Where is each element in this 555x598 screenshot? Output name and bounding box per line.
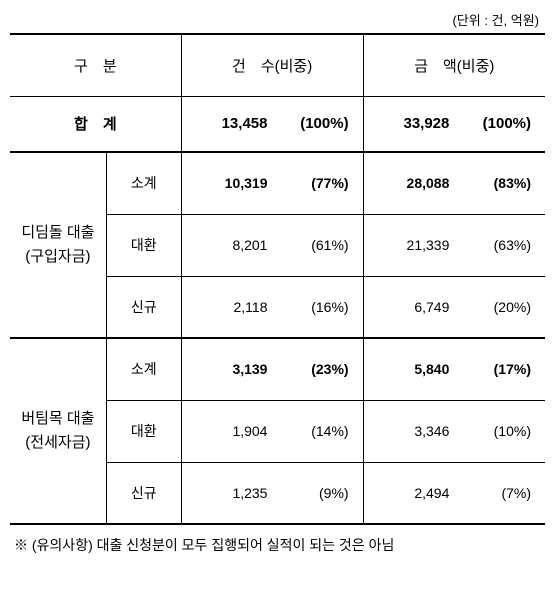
group1-subtotal-count-pct: (77%) [277,152,363,214]
group1-row2-count: 2,118 [181,276,277,338]
group2-row2-count: 1,235 [181,462,277,524]
table-row: 버팀목 대출 (전세자금) 소계 3,139 (23%) 5,840 (17%) [10,338,545,400]
group2-row2-count-pct: (9%) [277,462,363,524]
group2-subtotal-amount: 5,840 [363,338,459,400]
header-count: 건 수(비중) [181,34,363,96]
group1-row1-count: 8,201 [181,214,277,276]
unit-label: (단위 : 건, 억원) [10,10,545,29]
group2-row2-amount-pct: (7%) [459,462,545,524]
group1-row1-count-pct: (61%) [277,214,363,276]
group1-row1-amount: 21,339 [363,214,459,276]
group2-subtotal-count: 3,139 [181,338,277,400]
group1-row2-amount-pct: (20%) [459,276,545,338]
loan-summary-table: 구 분 건 수(비중) 금 액(비중) 합 계 13,458 (100%) 33… [10,33,545,525]
group1-row1-label: 대환 [106,214,181,276]
group1-label-line1: 디딤돌 대출 [21,224,94,241]
group2-subtotal-amount-pct: (17%) [459,338,545,400]
group2-row1-amount: 3,346 [363,400,459,462]
header-category: 구 분 [10,34,181,96]
group2-subtotal-label: 소계 [106,338,181,400]
total-count-pct: (100%) [277,96,363,152]
group1-subtotal-count: 10,319 [181,152,277,214]
header-row: 구 분 건 수(비중) 금 액(비중) [10,34,545,96]
total-count-val: 13,458 [181,96,277,152]
group1-row1-amount-pct: (63%) [459,214,545,276]
table-row: 디딤돌 대출 (구입자금) 소계 10,319 (77%) 28,088 (83… [10,152,545,214]
group2-row1-label: 대환 [106,400,181,462]
group2-row2-label: 신규 [106,462,181,524]
group2-label: 버팀목 대출 (전세자금) [10,338,106,524]
total-label: 합 계 [10,96,181,152]
group2-subtotal-count-pct: (23%) [277,338,363,400]
footnote: ※ (유의사항) 대출 신청분이 모두 집행되어 실적이 되는 것은 아님 [10,535,545,555]
group1-label: 디딤돌 대출 (구입자금) [10,152,106,338]
group1-label-line2: (구입자금) [25,248,90,265]
group1-row2-amount: 6,749 [363,276,459,338]
total-amount-pct: (100%) [459,96,545,152]
group2-label-line2: (전세자금) [25,434,90,451]
group1-subtotal-label: 소계 [106,152,181,214]
group1-subtotal-amount: 28,088 [363,152,459,214]
total-row: 합 계 13,458 (100%) 33,928 (100%) [10,96,545,152]
header-amount: 금 액(비중) [363,34,545,96]
group2-row1-count: 1,904 [181,400,277,462]
group2-row2-amount: 2,494 [363,462,459,524]
group2-label-line1: 버팀목 대출 [21,410,94,427]
group1-row2-count-pct: (16%) [277,276,363,338]
group1-row2-label: 신규 [106,276,181,338]
group2-row1-count-pct: (14%) [277,400,363,462]
total-amount-val: 33,928 [363,96,459,152]
group2-row1-amount-pct: (10%) [459,400,545,462]
group1-subtotal-amount-pct: (83%) [459,152,545,214]
